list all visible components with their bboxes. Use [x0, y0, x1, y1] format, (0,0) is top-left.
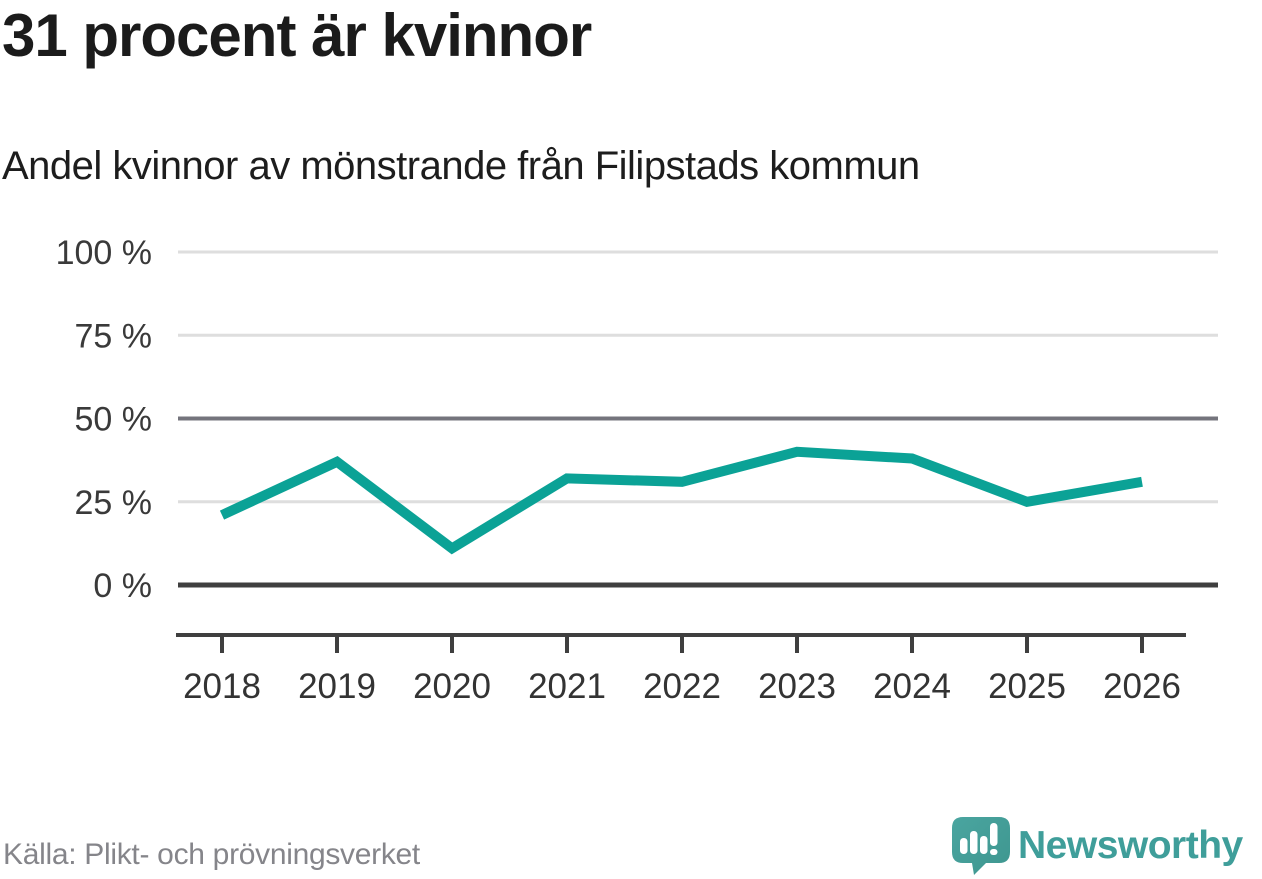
exclamation-bar-icon — [990, 822, 998, 846]
x-tick-label: 2022 — [643, 667, 721, 706]
y-tick-label: 100 % — [56, 234, 152, 272]
bar-icon-2 — [970, 830, 978, 854]
exclamation-dot-icon — [990, 848, 998, 855]
bar-icon-1 — [960, 837, 968, 854]
bar-icon-3 — [980, 835, 988, 854]
chart-subtitle: Andel kvinnor av mönstrande från Filipst… — [2, 144, 920, 188]
x-tick-label: 2023 — [758, 667, 836, 706]
x-tick-label: 2025 — [988, 667, 1066, 706]
y-tick-label: 75 % — [75, 317, 153, 355]
newsworthy-logo: Newsworthy — [950, 812, 1262, 879]
data-line — [219, 446, 1143, 555]
brand-name: Newsworthy — [1018, 823, 1243, 867]
x-tick-label: 2020 — [413, 667, 491, 706]
y-tick-label: 0 % — [93, 567, 152, 605]
x-tick-label: 2021 — [528, 667, 606, 706]
x-tick-label: 2026 — [1103, 667, 1181, 706]
x-tick-label: 2019 — [298, 667, 376, 706]
newsworthy-logo-icon — [952, 816, 1010, 875]
x-tick-label: 2018 — [183, 667, 261, 706]
page-title: 31 procent är kvinnor — [2, 2, 592, 69]
y-tick-label: 25 % — [75, 484, 153, 522]
y-tick-label: 50 % — [75, 401, 153, 439]
line-chart: 100 % 75 % 50 % 25 % 0 % 2018 2019 2020 2021 2022… — [0, 230, 1262, 720]
x-tick-label: 2024 — [873, 667, 951, 706]
line-chart-svg: 100 % 75 % 50 % 25 % 0 % 2018 2019 2020 2021 2022… — [56, 234, 1218, 706]
source-note: Källa: Plikt- och prövningsverket — [3, 838, 420, 871]
